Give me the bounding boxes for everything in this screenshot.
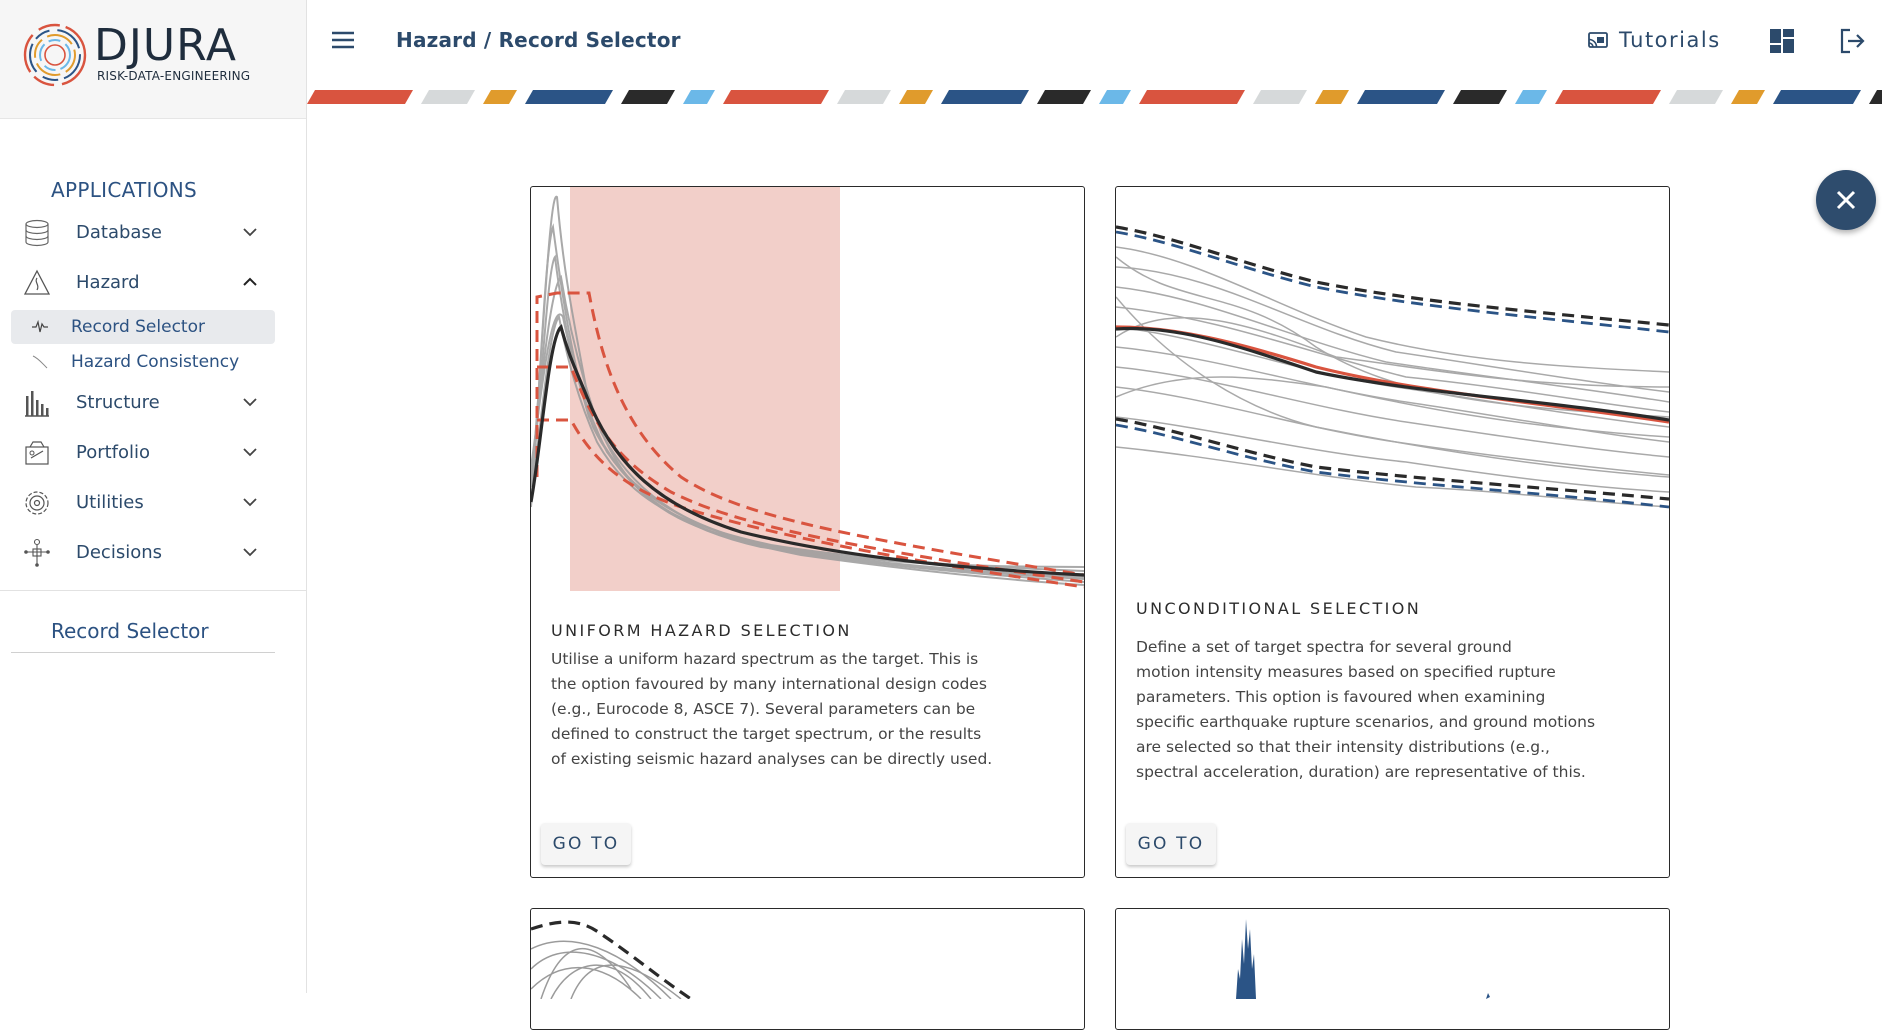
- stripe-segment: [1731, 90, 1765, 104]
- stripe-segment: [723, 90, 829, 104]
- decisions-tree-icon: [24, 538, 50, 567]
- breadcrumb: Hazard / Record Selector: [396, 28, 681, 52]
- stripe-segment: [1357, 90, 1445, 104]
- card-unconditional: UNCONDITIONAL SELECTION Define a set of …: [1115, 186, 1670, 878]
- stripe-segment: [421, 90, 475, 104]
- card-description-line: parameters. This option is favoured when…: [1136, 688, 1546, 706]
- chevron-down-icon[interactable]: [240, 542, 260, 562]
- card-description: Define a set of target spectra for sever…: [1136, 635, 1595, 785]
- stripe-segment: [1253, 90, 1307, 104]
- stripe-segment: [941, 90, 1029, 104]
- sidebar-item-structure[interactable]: Structure: [0, 380, 306, 426]
- stripe-segment: [621, 90, 675, 104]
- go-to-button[interactable]: GO TO: [1126, 823, 1216, 865]
- stripe-segment: [1099, 90, 1131, 104]
- card-description-line: are selected so that their intensity dis…: [1136, 738, 1550, 756]
- card-description-line: the option favoured by many internationa…: [551, 675, 987, 693]
- utilities-gear-icon: [25, 491, 49, 515]
- sidebar-divider: [0, 590, 306, 591]
- unconditional-illustration: [1116, 225, 1669, 509]
- stripe-segment: [525, 90, 613, 104]
- sidebar-item-hazard[interactable]: Hazard: [0, 260, 306, 306]
- stripe-segment: [899, 90, 933, 104]
- chevron-down-icon[interactable]: [240, 392, 260, 412]
- sidebar-item-database[interactable]: Database: [0, 210, 306, 256]
- card-description-line: specific earthquake rupture scenarios, a…: [1136, 713, 1596, 731]
- card-description-line: spectral acceleration, duration) are rep…: [1136, 763, 1586, 781]
- stripe-segment: [837, 90, 891, 104]
- sidebar: DJURA RISK-DATA-ENGINEERING APPLICATIONS…: [0, 0, 307, 993]
- sidebar-item-label: Utilities: [76, 492, 144, 513]
- sidebar-subitem-hazard-consistency[interactable]: Hazard Consistency: [11, 345, 275, 379]
- card-description-line: defined to construct the target spectrum…: [551, 725, 982, 743]
- sidebar-subitem-label: Record Selector: [71, 317, 205, 337]
- chevron-down-icon[interactable]: [240, 492, 260, 512]
- menu-icon[interactable]: [329, 26, 357, 54]
- current-section-underline: [11, 652, 275, 653]
- sidebar-item-portfolio[interactable]: Portfolio: [0, 430, 306, 476]
- top-bar: Hazard / Record Selector Tutorials: [307, 0, 1882, 84]
- decorative-stripe: [307, 90, 1882, 104]
- sidebar-item-label: Decisions: [76, 542, 163, 563]
- cast-icon: [1588, 32, 1608, 48]
- stripe-segment: [1869, 90, 1882, 104]
- card-description: Utilise a uniform hazard spectrum as the…: [551, 647, 992, 772]
- stripe-segment: [1669, 90, 1723, 104]
- djura-logo-icon: [23, 23, 87, 87]
- hazard-warning-icon: [23, 269, 51, 295]
- sidebar-subitem-label: Hazard Consistency: [71, 352, 240, 372]
- close-icon: [1836, 190, 1856, 210]
- brand-tagline: RISK-DATA-ENGINEERING: [97, 69, 251, 83]
- current-section-title: Record Selector: [51, 619, 209, 643]
- sidebar-item-label: Hazard: [76, 272, 140, 293]
- card-description-line: of existing seismic hazard analyses can …: [551, 750, 993, 768]
- go-to-button[interactable]: GO TO: [541, 823, 631, 865]
- card-uniform-hazard: UNIFORM HAZARD SELECTION Utilise a unifo…: [530, 186, 1085, 878]
- card-title: UNCONDITIONAL SELECTION: [1136, 599, 1422, 618]
- tutorials-label: Tutorials: [1619, 28, 1721, 52]
- stripe-segment: [1515, 90, 1547, 104]
- brand-name: DJURA: [94, 20, 237, 71]
- card-partial-right: [1115, 908, 1670, 1030]
- close-button[interactable]: [1816, 170, 1876, 230]
- card-description-line: Define a set of target spectra for sever…: [1136, 638, 1512, 656]
- sidebar-item-label: Structure: [76, 392, 160, 413]
- card-partial-left: [530, 908, 1085, 1030]
- card-partial-left-illustration: [531, 920, 692, 999]
- chevron-up-icon[interactable]: [240, 272, 260, 292]
- chevron-down-icon[interactable]: [240, 442, 260, 462]
- card-description-line: (e.g., Eurocode 8, ASCE 7). Several para…: [551, 700, 976, 718]
- stripe-segment: [1453, 90, 1507, 104]
- database-icon: [25, 219, 49, 247]
- sidebar-item-label: Portfolio: [76, 442, 151, 463]
- sidebar-item-utilities[interactable]: Utilities: [0, 480, 306, 526]
- applications-heading: APPLICATIONS: [51, 178, 198, 202]
- sidebar-subitem-record-selector[interactable]: Record Selector: [11, 310, 275, 344]
- dashboard-icon[interactable]: [1769, 28, 1795, 54]
- logo-area: DJURA RISK-DATA-ENGINEERING: [0, 0, 306, 119]
- stripe-segment: [683, 90, 715, 104]
- card-partial-right-illustration: [1236, 919, 1490, 999]
- chevron-down-icon[interactable]: [240, 222, 260, 242]
- logout-icon[interactable]: [1837, 26, 1867, 56]
- card-description-line: motion intensity measures based on speci…: [1136, 663, 1556, 681]
- stripe-segment: [1773, 90, 1861, 104]
- sidebar-item-label: Database: [76, 222, 162, 243]
- uniform-hazard-illustration: [531, 187, 1084, 591]
- curve-icon: [32, 355, 48, 369]
- card-description-line: Utilise a uniform hazard spectrum as the…: [551, 650, 979, 668]
- stripe-segment: [307, 90, 413, 104]
- stripe-segment: [1315, 90, 1349, 104]
- stripe-segment: [1037, 90, 1091, 104]
- card-title: UNIFORM HAZARD SELECTION: [551, 621, 852, 640]
- stripe-segment: [1139, 90, 1245, 104]
- stripe-segment: [1555, 90, 1661, 104]
- portfolio-icon: [25, 441, 49, 465]
- stripe-segment: [483, 90, 517, 104]
- waveform-icon: [32, 319, 48, 333]
- sidebar-item-decisions[interactable]: Decisions: [0, 530, 306, 576]
- structure-bars-icon: [25, 391, 49, 417]
